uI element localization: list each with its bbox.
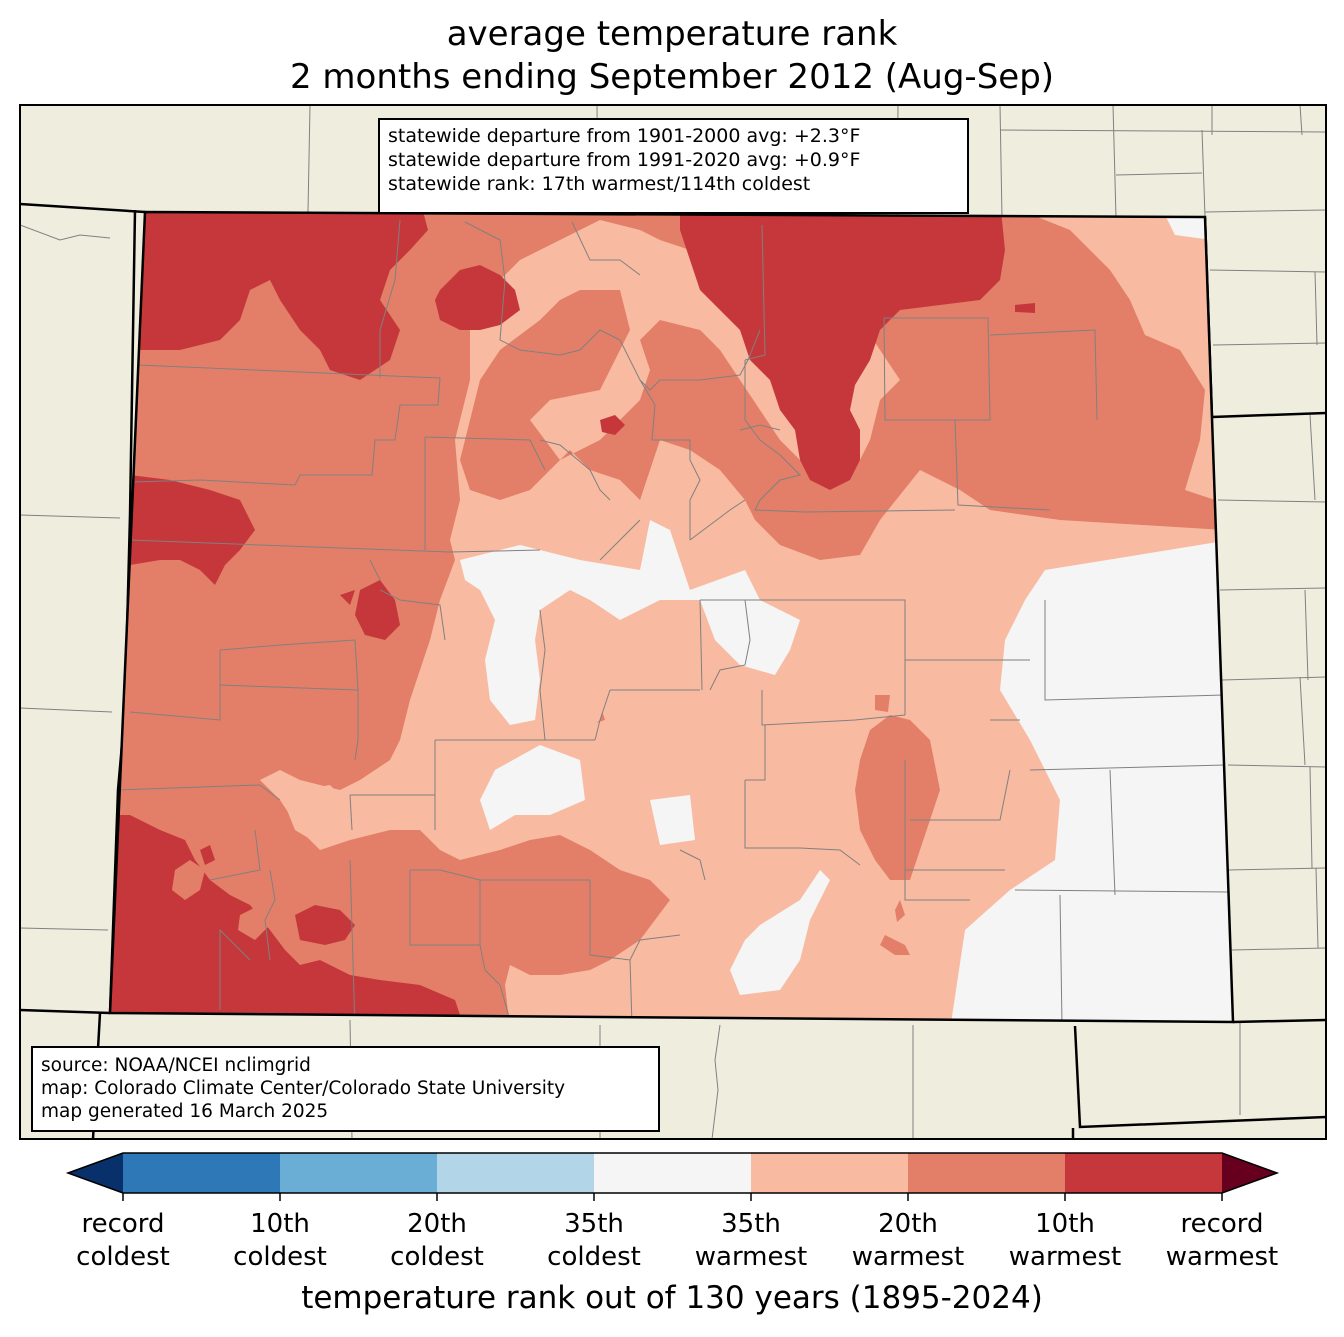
colorado-county-lines: [117, 219, 1231, 1022]
colorbar-tick-label: 20th warmest: [808, 1208, 1008, 1274]
stats-departure-1991-2020: statewide departure from 1991-2020 avg: …: [388, 149, 861, 171]
colorbar-tick-label-line1: 10th: [1035, 1209, 1095, 1239]
colorbar-tick-label-line1: record: [1180, 1209, 1264, 1239]
colorado-state-border: [108, 210, 1235, 1024]
colorbar-tick-label: record coldest: [23, 1208, 223, 1274]
colorbar-tick-label-line2: warmest: [1165, 1242, 1279, 1272]
colorbar-tick-label-line1: 10th: [250, 1209, 310, 1239]
map-title-line2: 2 months ending September 2012 (Aug-Sep): [289, 57, 1055, 97]
colorbar: [65, 1152, 1280, 1201]
colorbar-tick-label: record warmest: [1122, 1208, 1322, 1274]
thirty-fifth-warmest-patches: [285, 640, 610, 845]
colorbar-tick-label-line2: coldest: [76, 1242, 170, 1272]
colorbar-tick-label-line1: 35th: [564, 1209, 624, 1239]
colorbar-swatch-record-coldest: [68, 1153, 123, 1193]
colorbar-tick-label: 35th warmest: [651, 1208, 851, 1274]
stats-statewide-rank: statewide rank: 17th warmest/114th colde…: [388, 173, 811, 195]
map-generated-line: map generated 16 March 2025: [41, 1101, 329, 1122]
map-credit-line: map: Colorado Climate Center/Colorado St…: [41, 1078, 566, 1099]
colorbar-swatch-20th-coldest: [280, 1153, 438, 1193]
source-box: source: NOAA/NCEI nclimgrid map: Colorad…: [31, 1046, 660, 1132]
map-title-line1: average temperature rank: [446, 14, 898, 54]
colorbar-tick-label-line2: warmest: [694, 1242, 808, 1272]
colorbar-swatch-near-normal: [594, 1153, 752, 1193]
colorbar-tick-label-line2: coldest: [547, 1242, 641, 1272]
colorbar-tick-label-line1: 20th: [407, 1209, 467, 1239]
colorbar-tick-label: 20th coldest: [337, 1208, 537, 1274]
colorbar-swatch-10th-coldest: [123, 1153, 281, 1193]
twentieth-warmest-patches: [172, 860, 270, 940]
colorbar-swatch-20th-warmest: [908, 1153, 1066, 1193]
colorbar-swatch-35th-warmest: [751, 1153, 909, 1193]
colorbar-tick-label-line2: warmest: [1008, 1242, 1122, 1272]
map-frame: [19, 104, 1327, 1140]
colorbar-tick-label-line2: coldest: [390, 1242, 484, 1272]
colorbar-title: temperature rank out of 130 years (1895-…: [301, 1280, 1043, 1316]
colorbar-swatch-record-warmest: [1222, 1153, 1277, 1193]
colorbar-tick-label: 35th coldest: [494, 1208, 694, 1274]
colorbar-tick-label-line1: 20th: [878, 1209, 938, 1239]
colorado-rank-field: [110, 212, 1233, 1022]
colorbar-swatch-10th-warmest: [1065, 1153, 1223, 1193]
colorbar-tick-label: 10th coldest: [180, 1208, 380, 1274]
colorbar-tick-label-line2: coldest: [233, 1242, 327, 1272]
colorbar-tick-label: 10th warmest: [965, 1208, 1165, 1274]
stats-departure-1901-2000: statewide departure from 1901-2000 avg: …: [388, 125, 861, 147]
statewide-stats-box: statewide departure from 1901-2000 avg: …: [378, 118, 969, 214]
colorbar-tick-label-line2: warmest: [851, 1242, 965, 1272]
colorbar-tick-label-line1: 35th: [721, 1209, 781, 1239]
source-line: source: NOAA/NCEI nclimgrid: [41, 1055, 311, 1076]
colorbar-tick-label-line1: record: [81, 1209, 165, 1239]
colorbar-swatch-35th-coldest: [437, 1153, 595, 1193]
near-normal-regions: [460, 215, 1233, 1022]
